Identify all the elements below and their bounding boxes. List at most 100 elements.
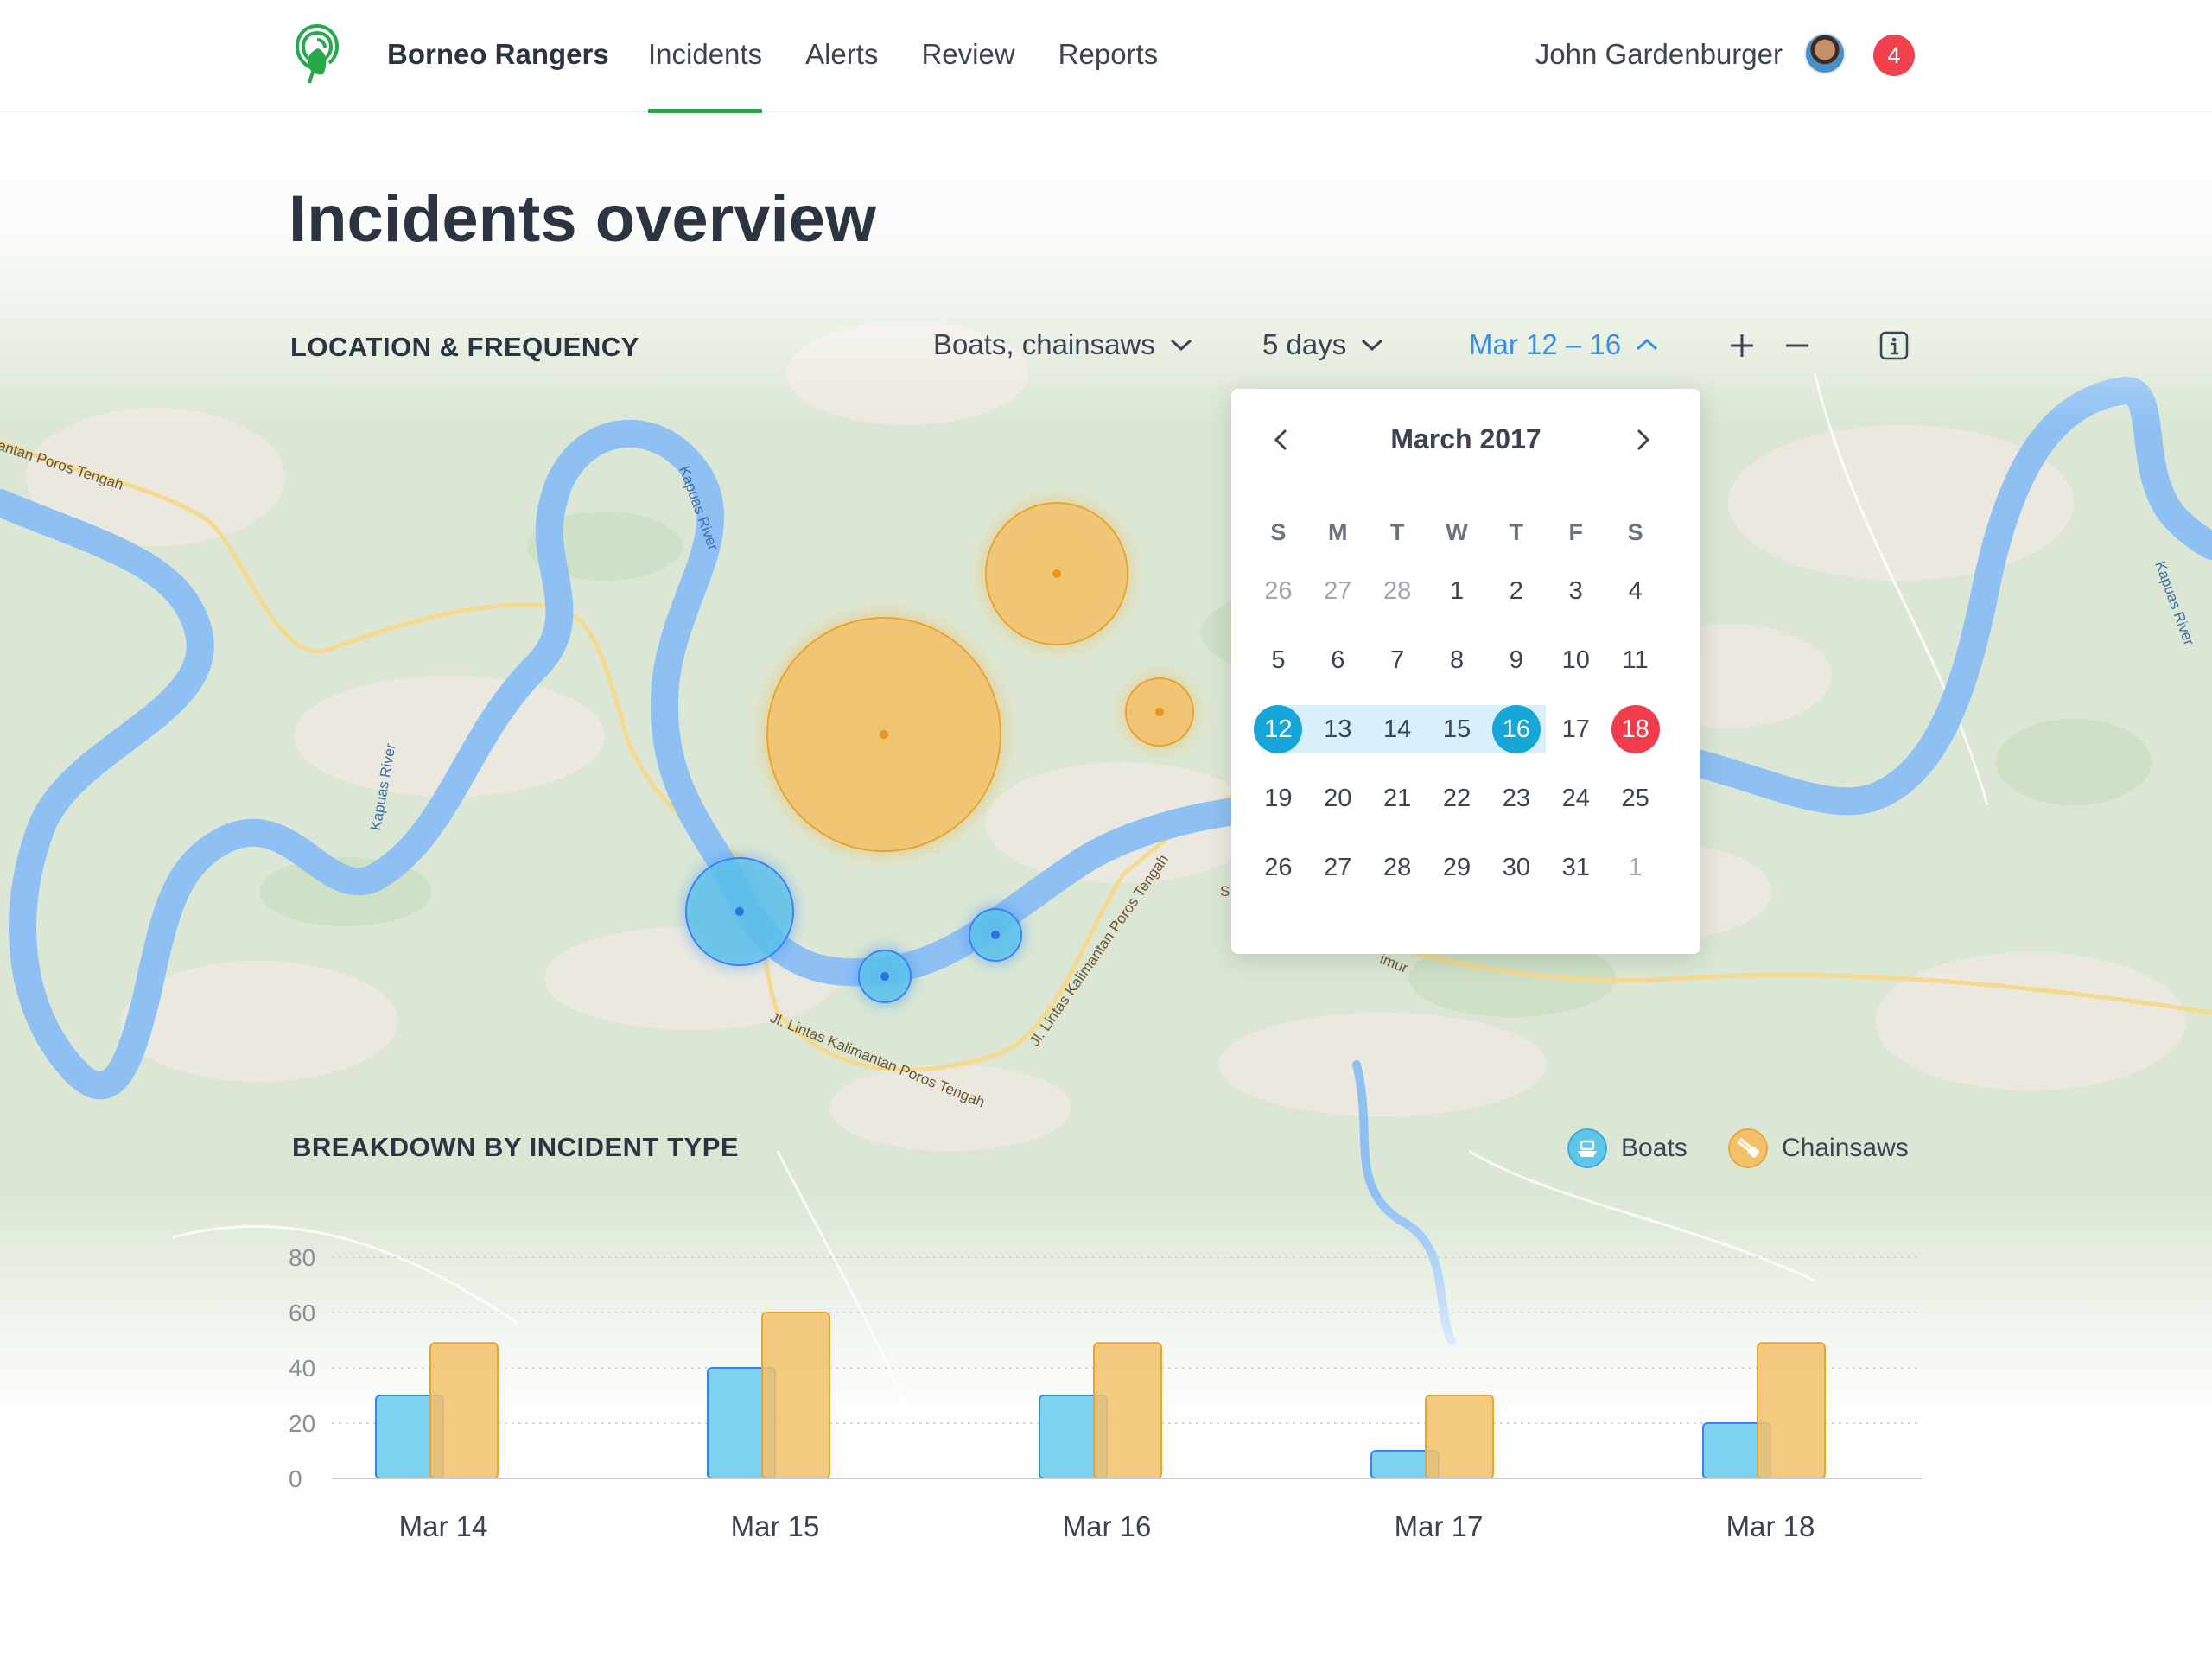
boat-icon bbox=[1567, 1128, 1607, 1168]
calendar-day-range-end[interactable]: 16 bbox=[1486, 705, 1546, 753]
calendar-week: 5 6 7 8 9 10 11 bbox=[1249, 626, 1665, 695]
calendar-day[interactable]: 4 bbox=[1628, 576, 1643, 605]
date-range-picker[interactable]: Mar 12 – 16 bbox=[1469, 328, 1659, 361]
calendar-day[interactable]: 7 bbox=[1390, 645, 1405, 674]
calendar-day[interactable]: 26 bbox=[1264, 576, 1293, 605]
calendar-day[interactable]: 17 bbox=[1561, 715, 1590, 743]
calendar-day[interactable]: 31 bbox=[1561, 853, 1590, 881]
x-tick-label: Mar 14 bbox=[398, 1510, 488, 1542]
y-tick-label: 80 bbox=[289, 1244, 315, 1271]
nav-alerts[interactable]: Alerts bbox=[805, 38, 879, 70]
incident-bar-chart: 0 20 40 60 80 bbox=[289, 1244, 1922, 1492]
calendar-day-today[interactable]: 18 bbox=[1605, 705, 1665, 753]
calendar-day[interactable]: 27 bbox=[1324, 853, 1352, 881]
brand-name[interactable]: Borneo Rangers bbox=[387, 38, 609, 70]
user-name[interactable]: John Gardenburger bbox=[1535, 38, 1783, 70]
calendar-day-in-range[interactable]: 13 bbox=[1324, 715, 1352, 743]
top-navigation-bar: Borneo Rangers Incidents Alerts Review R… bbox=[0, 0, 2212, 113]
boat-incident-bubbles[interactable] bbox=[684, 856, 1023, 1004]
calendar-day[interactable]: 24 bbox=[1561, 784, 1590, 812]
chainsaw-incident-bubbles[interactable] bbox=[765, 500, 1196, 854]
incident-type-filter[interactable]: Boats, chainsaws bbox=[933, 328, 1193, 361]
y-tick-label: 60 bbox=[289, 1300, 315, 1326]
calendar-day[interactable]: 21 bbox=[1383, 784, 1412, 812]
calendar-day[interactable]: 6 bbox=[1331, 645, 1345, 674]
x-tick-label: Mar 18 bbox=[1726, 1510, 1815, 1542]
calendar-day[interactable]: 9 bbox=[1509, 645, 1523, 674]
calendar-day[interactable]: 19 bbox=[1264, 784, 1293, 812]
weekday-label: S bbox=[1270, 518, 1287, 545]
calendar-week: 19 20 21 22 23 24 25 bbox=[1249, 764, 1665, 833]
chevron-down-icon bbox=[1362, 339, 1383, 352]
chart-y-axis: 0 20 40 60 80 bbox=[289, 1244, 315, 1492]
calendar-day[interactable]: 8 bbox=[1449, 645, 1465, 674]
calendar-day[interactable]: 1 bbox=[1449, 576, 1465, 605]
calendar-day[interactable]: 1 bbox=[1628, 853, 1643, 881]
nav-incidents[interactable]: Incidents bbox=[648, 38, 763, 113]
bar-chainsaws-mar-16[interactable] bbox=[1093, 1342, 1162, 1479]
notification-badge[interactable]: 4 bbox=[1873, 35, 1915, 76]
weekday-label: F bbox=[1568, 518, 1583, 545]
weekday-label: S bbox=[1627, 518, 1643, 545]
leaf-fingerprint-icon[interactable] bbox=[292, 21, 342, 85]
period-filter[interactable]: 5 days bbox=[1262, 328, 1384, 361]
chart-bars[interactable] bbox=[375, 1312, 1826, 1479]
weekday-label: T bbox=[1509, 518, 1524, 545]
bar-chainsaws-mar-14[interactable] bbox=[429, 1342, 499, 1479]
calendar-day-in-range[interactable]: 15 bbox=[1442, 715, 1471, 743]
calendar-day[interactable]: 22 bbox=[1442, 784, 1471, 812]
date-picker-calendar: March 2017 S M T W T F S 26 27 28 1 2 3 … bbox=[1231, 389, 1700, 954]
legend-chainsaws-label: Chainsaws bbox=[1782, 1134, 1909, 1162]
calendar-day[interactable]: 28 bbox=[1383, 576, 1412, 605]
calendar-day[interactable]: 30 bbox=[1502, 853, 1530, 881]
date-range-label: Mar 12 – 16 bbox=[1469, 328, 1622, 360]
calendar-month: March 2017 bbox=[1390, 423, 1541, 454]
calendar-day[interactable]: 29 bbox=[1442, 853, 1471, 881]
location-section-title: LOCATION & FREQUENCY bbox=[290, 332, 639, 362]
y-tick-label: 20 bbox=[289, 1410, 315, 1437]
calendar-day[interactable]: 25 bbox=[1621, 784, 1649, 812]
nav-reports[interactable]: Reports bbox=[1058, 38, 1159, 70]
legend-boats[interactable]: Boats bbox=[1567, 1128, 1688, 1168]
zoom-out-icon[interactable] bbox=[1782, 330, 1813, 361]
info-icon[interactable] bbox=[1878, 330, 1910, 361]
bar-chainsaws-mar-18[interactable] bbox=[1757, 1342, 1826, 1479]
chainsaw-icon bbox=[1728, 1128, 1768, 1168]
calendar-day[interactable]: 28 bbox=[1383, 853, 1412, 881]
weekday-label: T bbox=[1389, 518, 1405, 545]
period-label: 5 days bbox=[1262, 328, 1347, 360]
y-tick-label: 0 bbox=[289, 1465, 302, 1492]
bar-chainsaws-mar-15[interactable] bbox=[761, 1312, 830, 1479]
chevron-left-icon[interactable] bbox=[1269, 427, 1295, 453]
weekday-label: M bbox=[1328, 518, 1348, 545]
zoom-in-icon[interactable] bbox=[1726, 330, 1758, 361]
y-tick-label: 40 bbox=[289, 1355, 315, 1382]
chevron-right-icon[interactable] bbox=[1629, 427, 1655, 453]
calendar-day-range-start[interactable]: 12 bbox=[1249, 705, 1308, 753]
breakdown-section-title: BREAKDOWN BY INCIDENT TYPE bbox=[292, 1132, 740, 1162]
calendar-day[interactable]: 20 bbox=[1324, 784, 1352, 812]
bar-chainsaws-mar-17[interactable] bbox=[1425, 1395, 1494, 1479]
calendar-day[interactable]: 26 bbox=[1264, 853, 1293, 881]
calendar-day[interactable]: 11 bbox=[1622, 645, 1649, 674]
day-number: 12 bbox=[1254, 705, 1303, 753]
calendar-week: 26 27 28 1 2 3 4 bbox=[1249, 556, 1665, 626]
avatar[interactable] bbox=[1804, 33, 1846, 74]
calendar-day[interactable]: 3 bbox=[1568, 576, 1583, 605]
calendar-day[interactable]: 5 bbox=[1271, 645, 1286, 674]
calendar-week-selected: 12 13 14 15 16 17 18 bbox=[1249, 695, 1665, 764]
day-number: 18 bbox=[1611, 705, 1660, 753]
calendar-day-in-range[interactable]: 14 bbox=[1383, 715, 1412, 743]
nav-review[interactable]: Review bbox=[921, 38, 1015, 70]
calendar-day[interactable]: 27 bbox=[1324, 576, 1352, 605]
calendar-grid: S M T W T F S 26 27 28 1 2 3 4 5 6 7 8 9… bbox=[1249, 508, 1665, 902]
calendar-day[interactable]: 23 bbox=[1502, 784, 1530, 812]
legend-chainsaws[interactable]: Chainsaws bbox=[1728, 1128, 1909, 1168]
road-label: S bbox=[1220, 883, 1230, 899]
weekday-label: W bbox=[1446, 518, 1468, 545]
calendar-day[interactable]: 10 bbox=[1561, 645, 1590, 674]
incident-type-label: Boats, chainsaws bbox=[933, 328, 1155, 360]
calendar-day[interactable]: 2 bbox=[1509, 576, 1523, 605]
calendar-weekday-row: S M T W T F S bbox=[1249, 508, 1665, 556]
legend-boats-label: Boats bbox=[1621, 1134, 1688, 1162]
